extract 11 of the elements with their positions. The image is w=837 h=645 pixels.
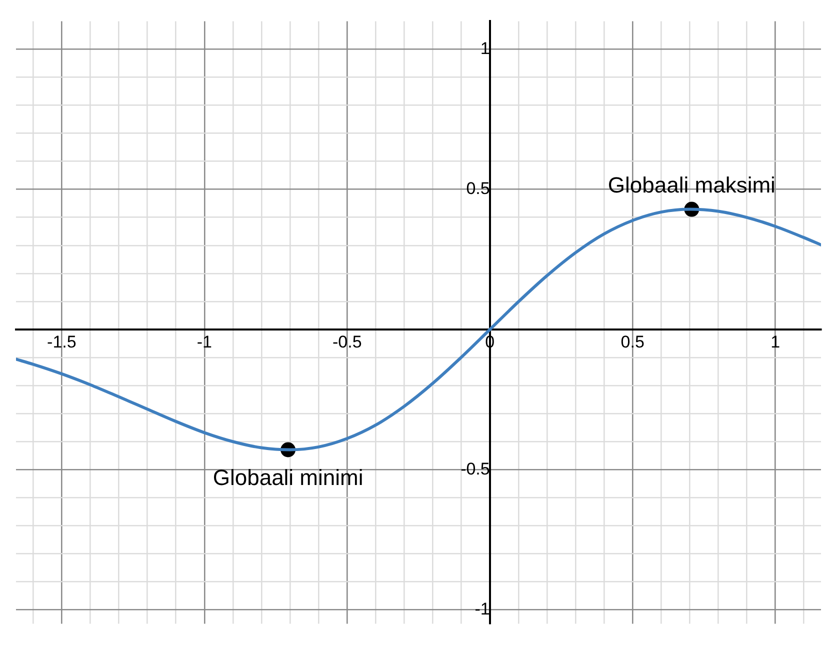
annotation: Globaali maksimi: [608, 172, 776, 198]
x-tick-label: 1: [770, 332, 780, 352]
y-tick-label: 1: [480, 38, 490, 58]
x-tick-label: -0.5: [332, 332, 362, 352]
annotation: Globaali minimi: [212, 464, 364, 490]
y-tick-label: -1: [474, 599, 490, 618]
x-tick-label: -1.5: [47, 332, 76, 352]
y-tick-label: -0.5: [460, 459, 490, 478]
x-tick-label: 0.5: [620, 332, 644, 352]
x-tick-label: -1: [196, 332, 212, 352]
y-tick-label: 0.5: [466, 179, 490, 198]
